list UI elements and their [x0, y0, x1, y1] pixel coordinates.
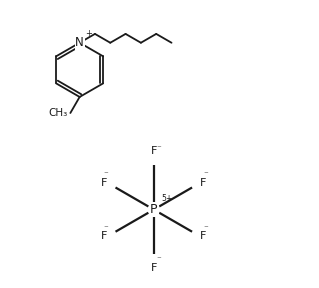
Text: ⁻: ⁻: [156, 255, 161, 264]
Text: ⁻: ⁻: [156, 144, 161, 153]
Text: 5+: 5+: [162, 194, 173, 203]
Text: ⁻: ⁻: [204, 224, 209, 233]
Text: ⁻: ⁻: [103, 224, 108, 233]
Text: ⁻: ⁻: [204, 170, 209, 179]
Text: N: N: [75, 36, 84, 49]
Text: CH₃: CH₃: [49, 108, 68, 118]
Text: F: F: [151, 146, 157, 156]
Text: F: F: [200, 178, 206, 188]
Text: P: P: [150, 203, 158, 216]
Text: +: +: [85, 29, 92, 38]
Text: F: F: [200, 231, 206, 241]
Text: F: F: [151, 263, 157, 273]
Text: F: F: [101, 178, 108, 188]
Text: ⁻: ⁻: [103, 170, 108, 179]
Text: F: F: [101, 231, 108, 241]
